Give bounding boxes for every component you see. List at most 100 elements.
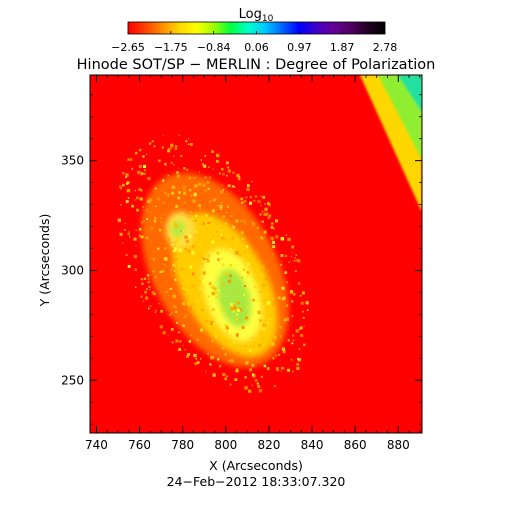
speckle	[208, 176, 212, 179]
speckle	[272, 302, 276, 306]
speckle	[230, 211, 232, 213]
speckle	[220, 201, 223, 204]
limb-band-green	[378, 75, 422, 160]
speckle	[183, 189, 186, 192]
speckle	[252, 263, 254, 266]
y-tick-label: 300	[61, 263, 84, 277]
speckle	[188, 235, 192, 238]
speckle	[242, 202, 244, 205]
speckle	[167, 238, 171, 242]
speckle	[182, 286, 185, 290]
speckle	[185, 313, 188, 316]
speckle	[207, 254, 211, 258]
speckle	[135, 229, 137, 231]
speckle	[294, 257, 296, 259]
speckle	[278, 353, 281, 356]
colorbar: Log10 −2.65 −1.75 −0.84 0.06 0.97 1.87 2.78	[111, 7, 397, 54]
speckle	[216, 220, 218, 222]
speckle	[246, 187, 250, 192]
speckle	[149, 257, 152, 260]
speckle	[147, 281, 150, 284]
speckle	[238, 253, 242, 257]
speckle	[155, 309, 157, 312]
speckle	[285, 317, 289, 321]
speckle	[163, 263, 166, 266]
speckle	[263, 230, 267, 234]
speckle	[211, 291, 215, 296]
speckle	[267, 202, 270, 205]
colorbar-tick-label: 0.97	[287, 41, 312, 54]
speckle	[229, 383, 232, 386]
speckle	[210, 235, 215, 240]
colorbar-label: Log10	[239, 7, 274, 24]
speckle	[167, 193, 169, 195]
speckle	[204, 319, 208, 323]
speckle	[120, 187, 122, 190]
speckle	[141, 221, 144, 224]
speckle	[120, 204, 122, 206]
speckle	[299, 326, 303, 330]
speckle	[204, 189, 206, 191]
speckle	[221, 257, 223, 259]
speckle	[199, 208, 202, 211]
speckle	[178, 191, 181, 194]
speckle	[222, 172, 225, 176]
speckle	[129, 158, 133, 161]
speckle	[261, 220, 264, 223]
colorbar-label-subscript: 10	[262, 14, 274, 24]
speckle	[294, 293, 296, 295]
speckle	[273, 227, 275, 230]
colorbar-tick-label: 1.87	[330, 41, 355, 54]
speckle	[149, 289, 151, 291]
speckle	[263, 364, 267, 368]
speckle	[275, 367, 279, 371]
speckle	[212, 336, 216, 340]
speckle	[260, 375, 264, 379]
speckle	[161, 270, 165, 273]
speckle	[238, 307, 241, 310]
speckle	[182, 187, 185, 190]
speckle	[184, 316, 187, 318]
x-tick-label: 820	[257, 438, 280, 452]
speckle	[184, 349, 186, 351]
speckle	[174, 223, 178, 227]
speckle	[244, 205, 246, 207]
speckle	[174, 278, 177, 281]
speckle	[272, 357, 275, 360]
speckle	[202, 183, 206, 187]
speckle	[187, 301, 189, 303]
speckle	[202, 289, 205, 292]
speckle	[194, 219, 197, 222]
speckle	[227, 279, 231, 283]
speckle	[232, 309, 236, 312]
speckle	[165, 164, 167, 166]
speckle	[190, 211, 192, 213]
speckle	[210, 321, 214, 325]
speckle	[173, 305, 177, 309]
speckle	[247, 184, 250, 187]
speckle	[240, 220, 242, 222]
speckle	[174, 147, 178, 150]
colorbar-tick-label: −0.84	[197, 41, 231, 54]
speckle	[175, 258, 178, 261]
speckle	[198, 182, 202, 186]
speckle	[246, 188, 248, 191]
speckle	[245, 196, 248, 199]
speckle	[297, 259, 301, 263]
speckle	[142, 300, 145, 303]
speckle	[178, 134, 181, 136]
speckle	[252, 374, 256, 378]
speckle	[232, 225, 235, 229]
speckle	[196, 212, 198, 214]
speckle	[234, 238, 238, 242]
speckle	[216, 159, 219, 163]
speckle	[302, 291, 305, 295]
speckle	[192, 199, 196, 203]
speckle	[259, 331, 261, 334]
colorbar-label-main: Log	[239, 7, 262, 22]
speckle	[222, 238, 226, 242]
speckle	[231, 185, 235, 188]
speckle	[241, 276, 243, 279]
speckle	[226, 175, 228, 177]
x-tick-label: 800	[214, 438, 237, 452]
